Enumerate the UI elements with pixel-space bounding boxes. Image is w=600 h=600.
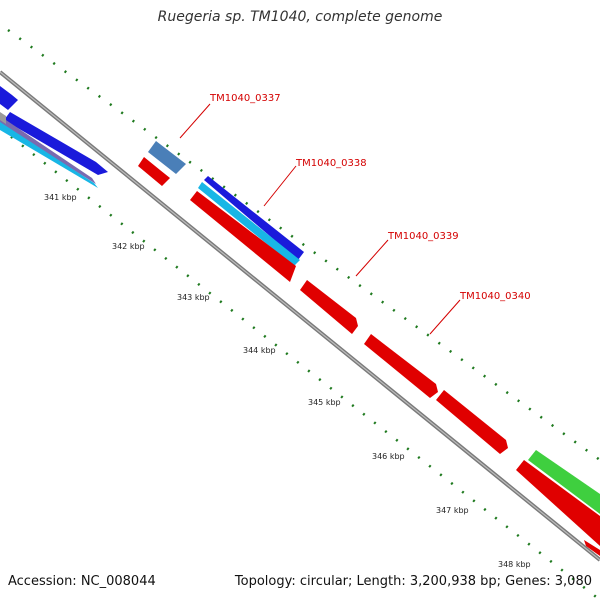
green-cds-right [528,450,600,514]
red-cds-right-thin [584,540,600,556]
red-cds-0337 [138,157,170,186]
blue-cds-left-top [0,86,18,110]
kbp-label-343: 343 kbp [177,293,210,302]
left-features [0,86,108,188]
kbp-label-346: 346 kbp [372,452,405,461]
cyan-cds-0338 [198,182,300,266]
genome-backbone [0,70,600,562]
red-cds-right [516,460,600,546]
accession-text: Accession: NC_008044 [8,574,156,589]
kbp-label-347: 347 kbp [436,506,469,515]
gene-label-tm1040-0338[interactable]: TM1040_0338 [295,158,367,169]
grey-cds-left [0,112,6,124]
red-cds-0338 [190,191,296,282]
red-cds-0339 [300,280,358,334]
red-cds-0340-b [436,390,508,454]
map-title: Ruegeria sp. TM1040, complete genome [157,9,443,25]
gene-label-tm1040-0340[interactable]: TM1040_0340 [459,291,531,302]
cyan-cds-left [0,122,98,188]
red-cds-0340-a [364,334,438,398]
gene-leaders [179,103,461,335]
steelblue-cds-0337 [148,141,186,174]
gene-label-tm1040-0337[interactable]: TM1040_0337 [209,93,281,104]
genome-summary-text: Topology: circular; Length: 3,200,938 bp… [234,574,592,589]
kbp-label-348: 348 kbp [498,560,531,569]
outer-tick-track [7,28,600,462]
kbp-label-345: 345 kbp [308,398,341,407]
tick-tracks [0,28,600,600]
inner-tick-track [0,127,600,600]
kbp-label-341: 341 kbp [44,193,77,202]
blue-cds-0338 [204,176,304,260]
kbp-label-344: 344 kbp [243,346,276,355]
blue-cds-left [4,112,108,175]
gene-label-tm1040-0339[interactable]: TM1040_0339 [387,231,459,242]
steelblue-cds-left [0,116,96,184]
kbp-label-342: 342 kbp [112,242,145,251]
